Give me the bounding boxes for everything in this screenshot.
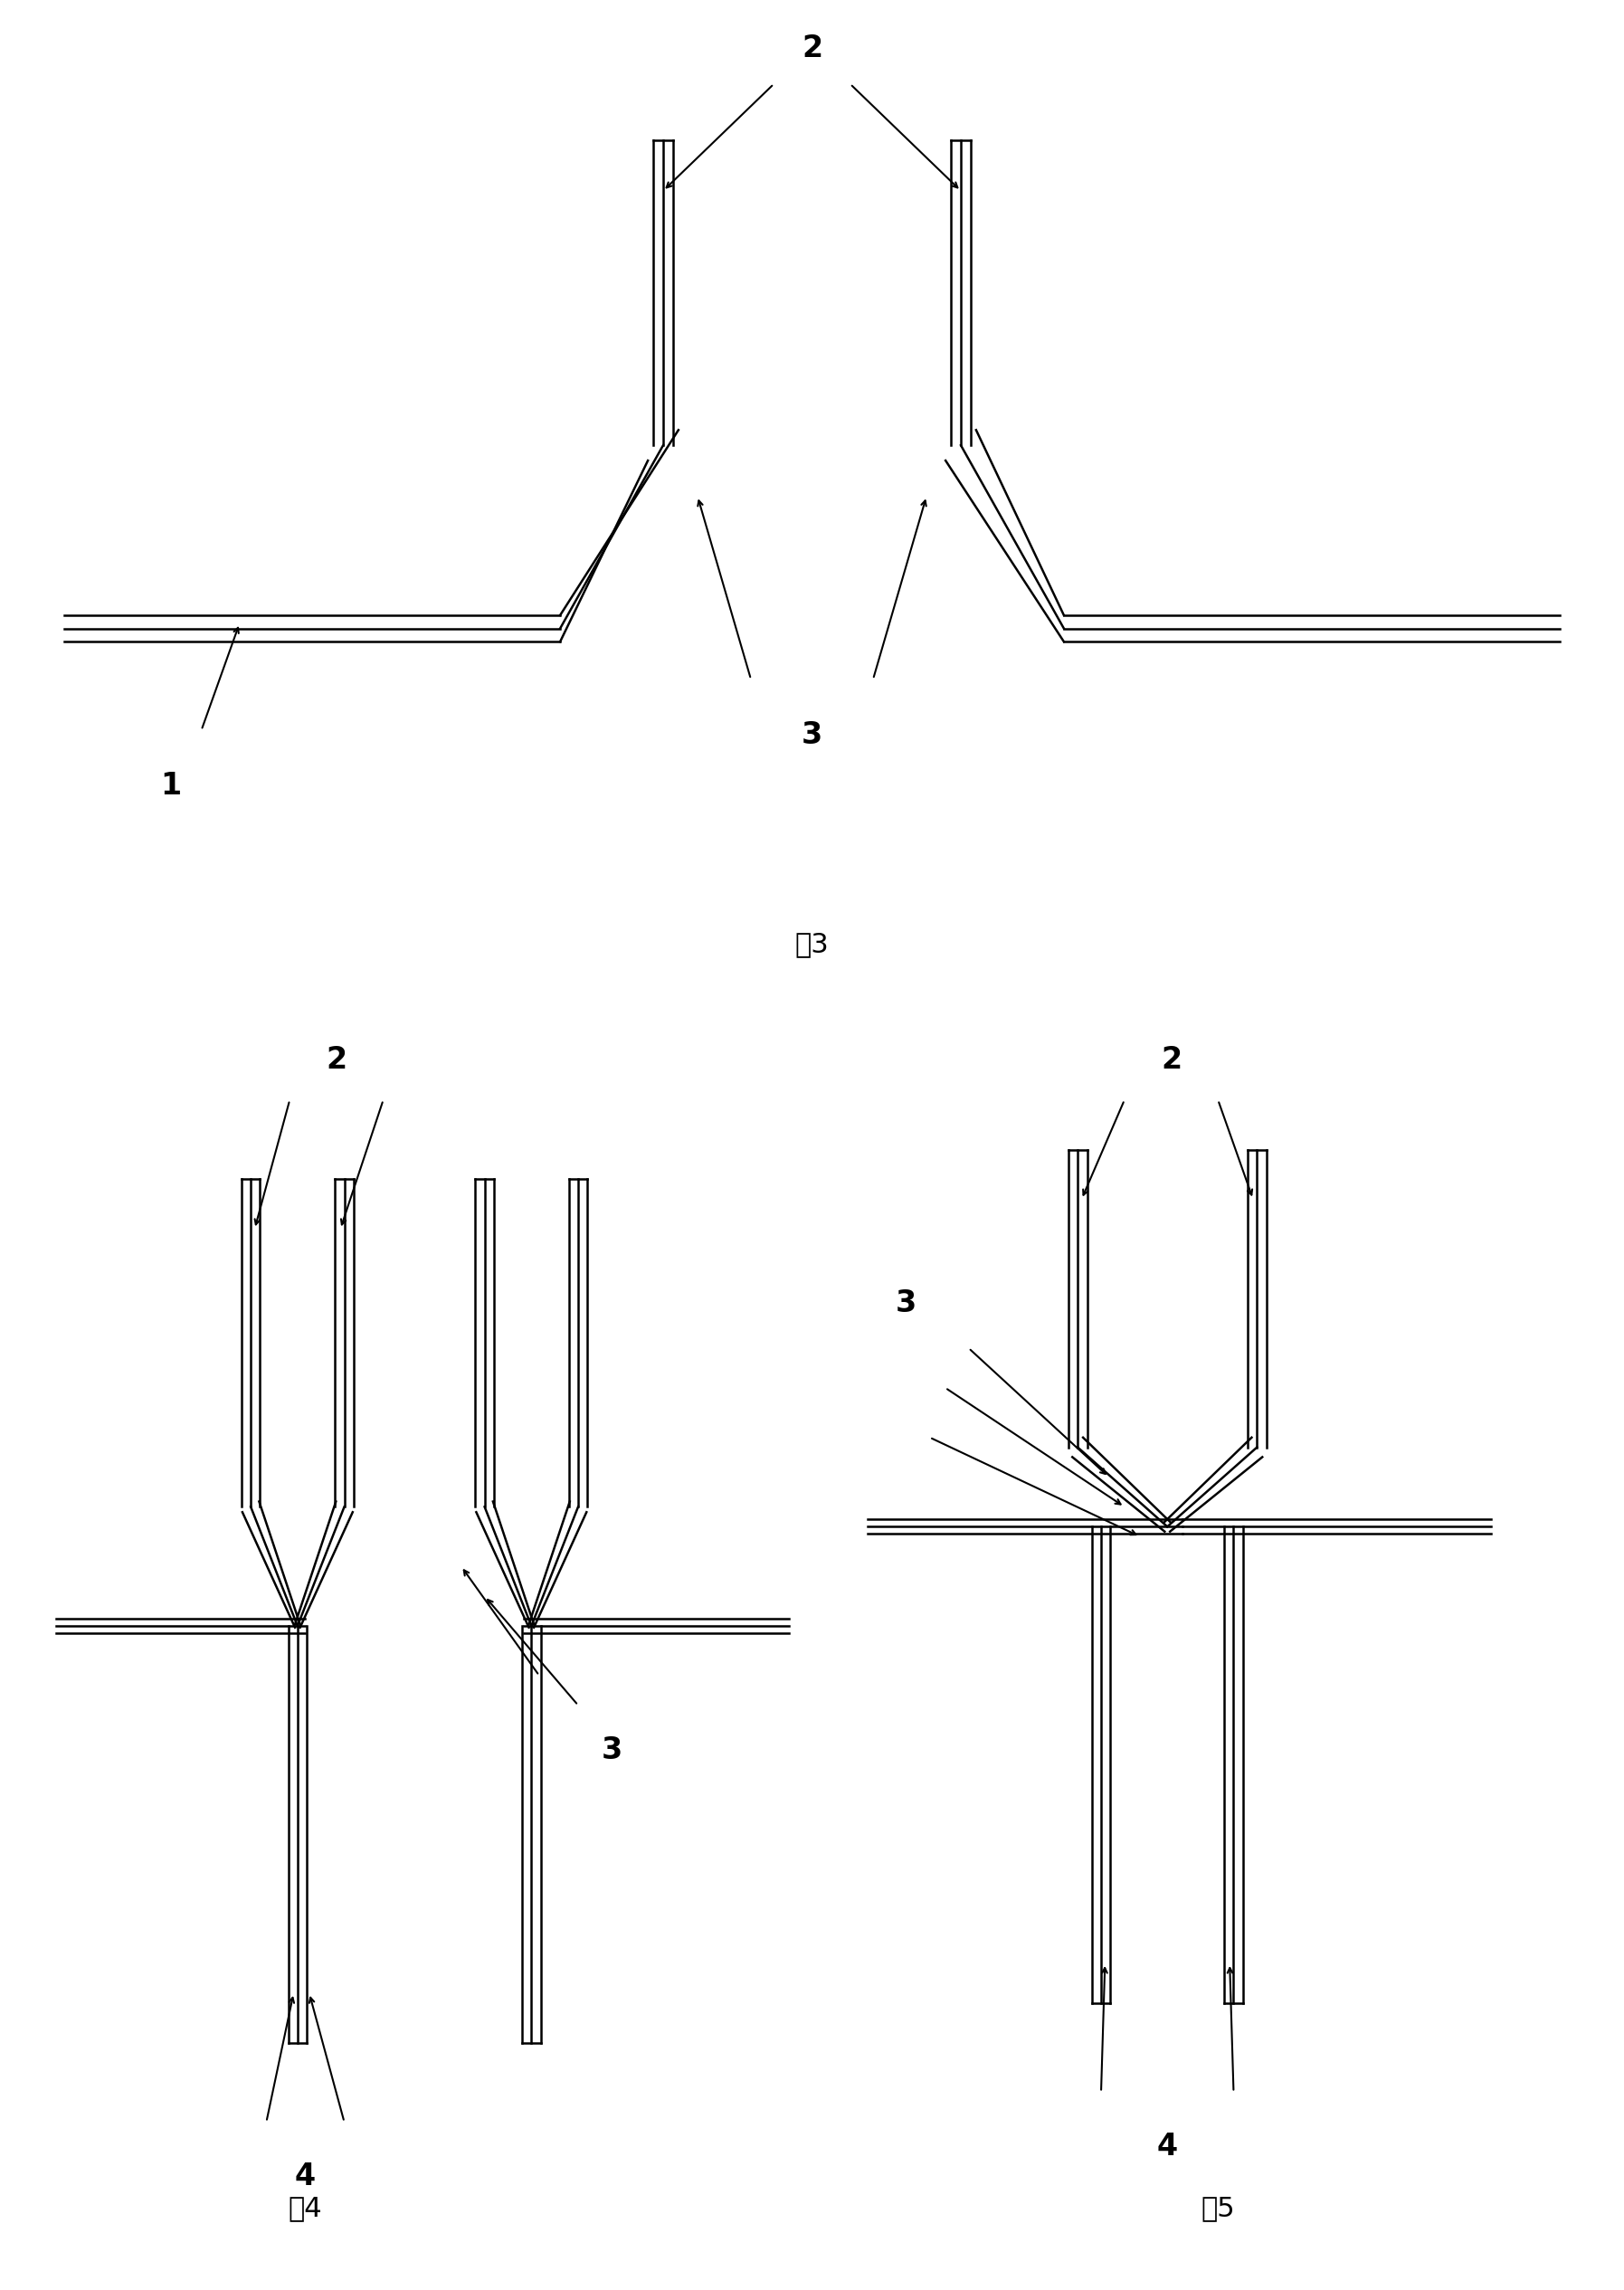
Text: 1: 1 bbox=[161, 772, 182, 801]
Text: 3: 3 bbox=[601, 1736, 622, 1766]
Text: 4: 4 bbox=[296, 2162, 315, 2192]
Text: 2: 2 bbox=[1161, 1044, 1182, 1074]
Text: 3: 3 bbox=[896, 1289, 916, 1319]
Text: 图5: 图5 bbox=[1202, 2196, 1234, 2221]
Text: 3: 3 bbox=[802, 719, 822, 749]
Text: 图3: 图3 bbox=[794, 930, 830, 957]
Text: 2: 2 bbox=[326, 1044, 348, 1074]
Text: 2: 2 bbox=[802, 34, 822, 64]
Text: 图4: 图4 bbox=[289, 2196, 322, 2221]
Text: 4: 4 bbox=[1156, 2132, 1177, 2162]
